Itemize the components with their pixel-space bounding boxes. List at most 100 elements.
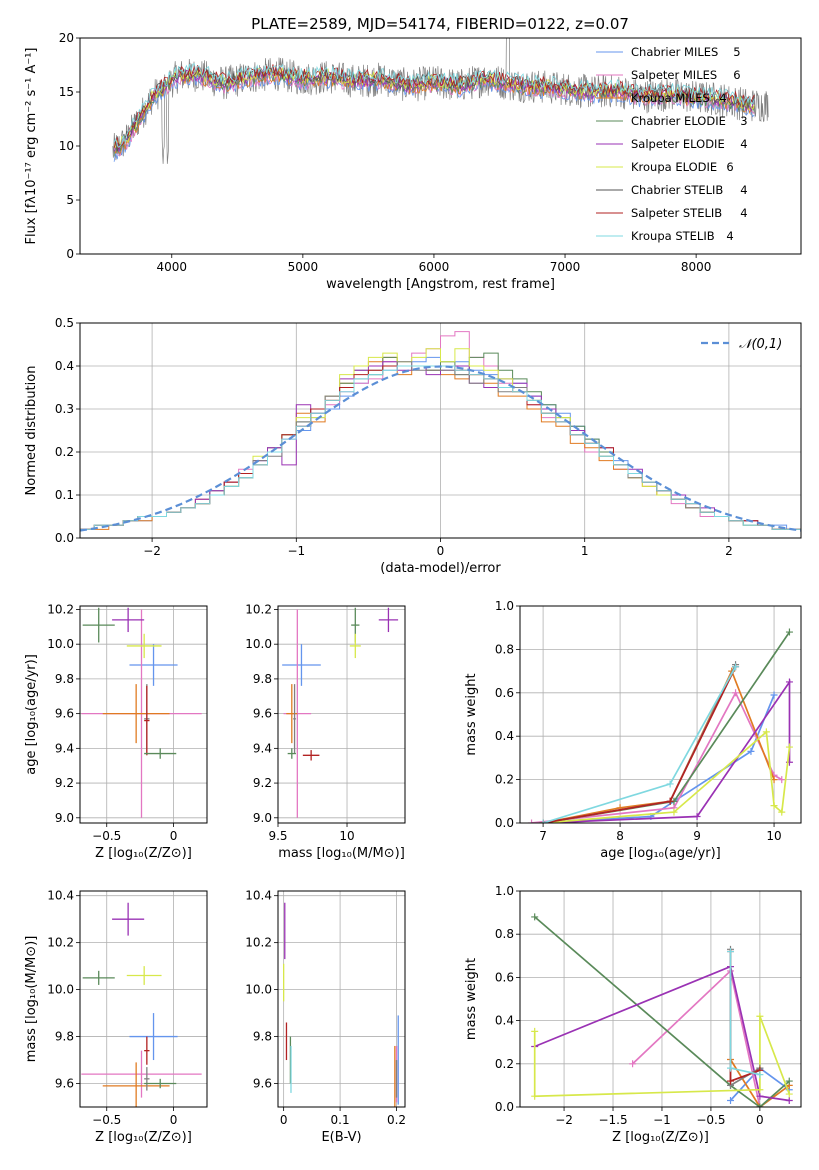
legend-nssp: 3 (740, 114, 747, 128)
panel-residuals: −2 −1 0 1 2 0.0 0.1 0.2 0.3 0.4 0.5 (data-model)/er… (24, 316, 802, 576)
y-tick-label: 0.5 (55, 316, 74, 330)
x-tick-label: 0 (437, 544, 445, 558)
y-axis-label: Flux [fλ10⁻¹⁷ erg cm⁻² s⁻¹ A⁻¹] (24, 48, 39, 245)
x-axis-label: age [log₁₀(age/yr)] (600, 846, 721, 861)
model-spectrum-line (113, 63, 755, 150)
legend-label: Chabrier STELIB (631, 183, 723, 197)
y-tick-label: 0.2 (495, 773, 514, 787)
data-point-marker (629, 1060, 637, 1068)
data-point-marker (539, 819, 547, 823)
y-tick-label: 9.8 (55, 1030, 74, 1044)
y-tick-label: 0.2 (55, 445, 74, 459)
data-point-marker (785, 1077, 793, 1085)
x-axis-label: E(B-V) (321, 1130, 361, 1145)
y-tick-label: 0.4 (495, 729, 514, 743)
y-tick-label: 0.8 (495, 927, 514, 941)
axes-frame (519, 605, 802, 824)
y-tick-label: 0.4 (495, 1014, 514, 1028)
legend-nssp: 6 (733, 68, 740, 82)
data-point-marker (732, 689, 740, 697)
plot-area-spectrum (112, 38, 769, 164)
y-tick-label: 1.0 (495, 599, 514, 613)
y-tick-label: 10.4 (47, 889, 74, 903)
x-tick-label: 0 (170, 1113, 178, 1127)
y-tick-label: 10.2 (47, 602, 74, 616)
y-tick-label: 0.3 (55, 402, 74, 416)
y-axis-label: mass weight (464, 958, 479, 1040)
data-point-marker (727, 947, 735, 955)
y-tick-label: 10.2 (47, 936, 74, 950)
y-tick-label: 10 (59, 139, 74, 153)
y-tick-label: 0.6 (495, 970, 514, 984)
legend-label: Salpeter STELIB (631, 206, 722, 220)
plot-area-Z-mass-weight (531, 913, 793, 1107)
data-point-marker (531, 1092, 539, 1100)
x-tick-label: 0 (170, 829, 178, 843)
x-tick-label: −1 (653, 1113, 671, 1127)
x-tick-label: −2 (555, 1113, 573, 1127)
data-point-marker (747, 747, 755, 755)
legend-nssp: 4 (740, 206, 747, 220)
y-tick-label: 1.0 (495, 884, 514, 898)
y-tick-label: 9.8 (253, 672, 272, 686)
x-axis-label: wavelength [Angstrom, rest frame] (326, 277, 555, 292)
y-tick-label: 9.8 (55, 672, 74, 686)
data-point-marker (770, 691, 778, 699)
data-point-marker (770, 802, 778, 810)
figure-title: PLATE=2589, MJD=54174, FIBERID=0122, z=0… (251, 15, 629, 33)
y-tick-label: 0.4 (55, 359, 74, 373)
x-tick-label: 7 (539, 829, 547, 843)
panel-spectrum: 4000 5000 6000 7000 8000 0 5 10 15 20 wavelength [… (24, 31, 802, 292)
legend-label: 𝒩(0,1) (739, 337, 782, 352)
y-tick-label: 9.6 (55, 707, 74, 721)
mass-weight-line (729, 1059, 790, 1107)
plot-area-mass-age (282, 607, 399, 818)
x-tick-label: 5000 (288, 260, 319, 274)
x-axis-label: mass [log₁₀(M/M⊙)] (278, 846, 405, 861)
mass-weight-line (543, 679, 791, 823)
data-point-marker (666, 797, 674, 805)
legend-label: Salpeter ELODIE (631, 137, 725, 151)
axes-frame (79, 890, 208, 1108)
x-tick-label: 8000 (681, 260, 712, 274)
x-axis-label: Z [log₁₀(Z/Z⊙)] (95, 1130, 192, 1145)
y-tick-label: 10.0 (47, 637, 74, 651)
x-tick-label: −0.5 (696, 1113, 725, 1127)
data-point-marker (531, 913, 539, 921)
x-tick-label: 7000 (550, 260, 581, 274)
legend-nssp: 6 (726, 160, 733, 174)
axes-frame (79, 605, 208, 824)
legend-label: Salpeter MILES (631, 68, 717, 82)
legend-nssp: 4 (740, 183, 747, 197)
axes-frame (79, 37, 802, 255)
x-tick-label: −0.5 (92, 829, 121, 843)
y-tick-label: 0.0 (495, 1100, 514, 1114)
x-tick-label: 4000 (156, 260, 187, 274)
data-point-marker (785, 1097, 793, 1105)
y-tick-label: 9.0 (55, 811, 74, 825)
data-point-marker (778, 776, 786, 784)
panel-mass-age: 9.5 10 9.0 9.2 9.4 9.6 9.8 10.0 10.2 mass [log₁₀(… (245, 602, 406, 861)
data-point-marker (670, 808, 678, 816)
y-tick-label: 0.1 (55, 488, 74, 502)
panel-Z-age: −0.5 0 9.0 9.2 9.4 9.6 9.8 10.0 10.2 Z [log₁₀(Z/Z… (24, 602, 208, 861)
y-tick-label: 10.2 (245, 602, 272, 616)
x-tick-label: −2 (143, 544, 161, 558)
mass-weight-line (543, 730, 791, 823)
x-tick-label: 0 (756, 1113, 764, 1127)
y-tick-label: 5 (66, 193, 74, 207)
plot-area-Z-age (81, 607, 202, 818)
data-point-marker (666, 780, 674, 788)
data-point-marker (756, 1103, 764, 1107)
y-tick-label: 10.4 (245, 889, 272, 903)
data-point-marker (531, 1027, 539, 1035)
x-tick-label: −1 (287, 544, 305, 558)
x-axis-label: Z [log₁₀(Z/Z⊙)] (95, 846, 192, 861)
legend-label: Kroupa MILES (631, 91, 710, 105)
legend-label: Chabrier ELODIE (631, 114, 726, 128)
y-axis-label: mass [log₁₀(M/M⊙)] (24, 936, 39, 1063)
data-point-marker (762, 728, 770, 736)
data-point-marker (756, 1012, 764, 1020)
